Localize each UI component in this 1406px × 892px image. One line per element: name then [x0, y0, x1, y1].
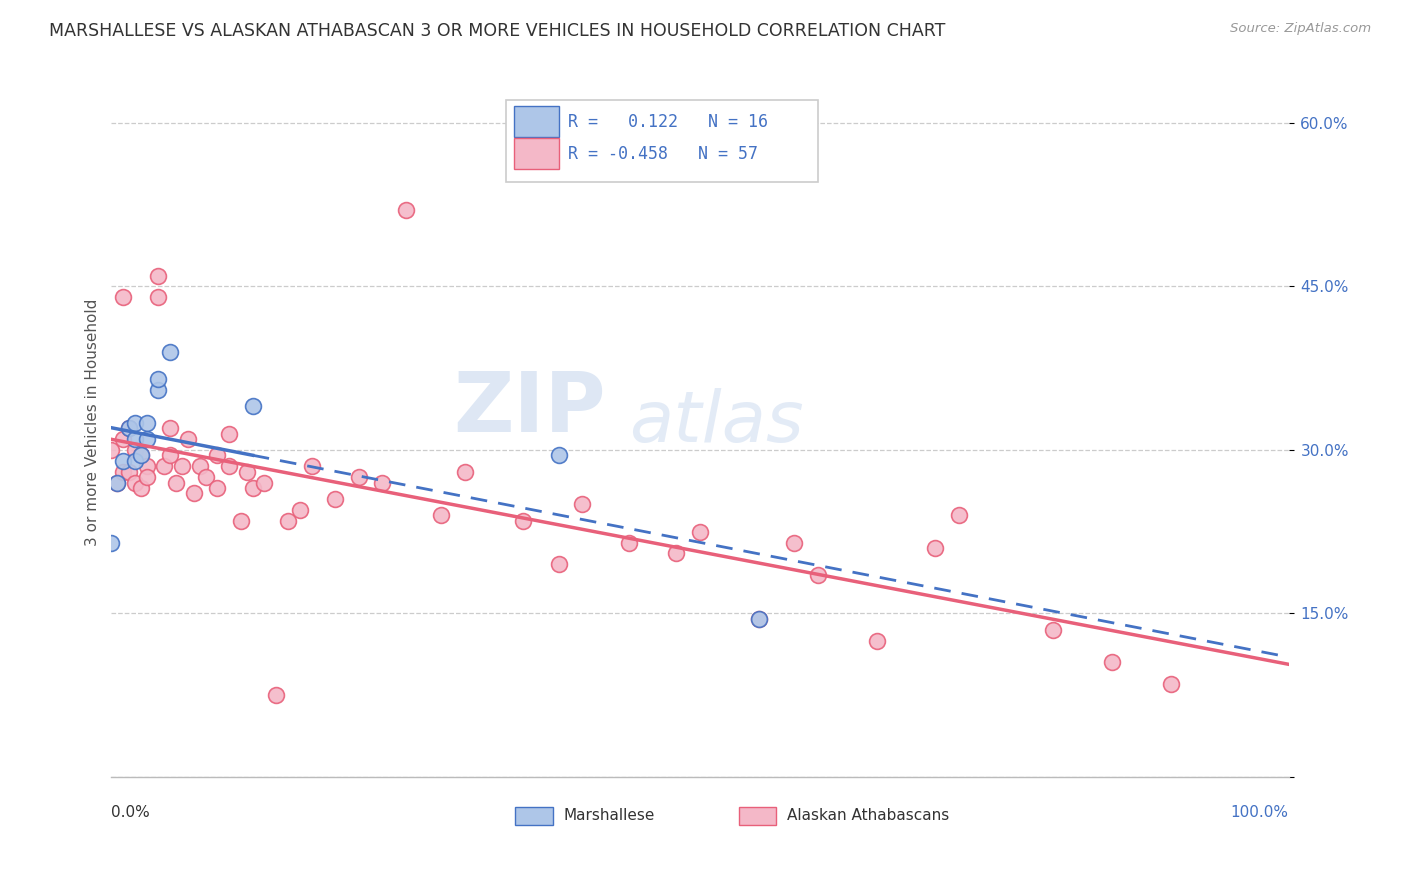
Point — [347, 470, 370, 484]
Point — [236, 465, 259, 479]
FancyBboxPatch shape — [506, 101, 818, 182]
Point — [218, 426, 240, 441]
Point — [207, 481, 229, 495]
Point — [129, 448, 152, 462]
Point — [153, 459, 176, 474]
Point — [100, 442, 122, 457]
Point — [807, 568, 830, 582]
Text: Alaskan Athabascans: Alaskan Athabascans — [787, 808, 949, 823]
Point — [242, 399, 264, 413]
Point — [124, 432, 146, 446]
Point — [371, 475, 394, 490]
Point — [188, 459, 211, 474]
Point — [571, 497, 593, 511]
Point — [124, 454, 146, 468]
Point — [118, 421, 141, 435]
Point — [118, 421, 141, 435]
Point — [105, 475, 128, 490]
Point — [135, 416, 157, 430]
Point — [323, 491, 346, 506]
Point — [748, 612, 770, 626]
Point — [748, 612, 770, 626]
Point — [112, 465, 135, 479]
Point — [177, 432, 200, 446]
Point — [148, 268, 170, 283]
Point — [148, 372, 170, 386]
Point — [135, 470, 157, 484]
Point — [395, 203, 418, 218]
Point — [924, 541, 946, 555]
Point — [229, 514, 252, 528]
Point — [288, 503, 311, 517]
Point — [148, 383, 170, 397]
Point — [277, 514, 299, 528]
Point — [689, 524, 711, 539]
Point — [159, 421, 181, 435]
Point — [159, 448, 181, 462]
Point — [1160, 677, 1182, 691]
Point — [148, 290, 170, 304]
FancyBboxPatch shape — [515, 138, 558, 169]
Point — [105, 475, 128, 490]
Point — [183, 486, 205, 500]
Point — [129, 448, 152, 462]
Point — [124, 475, 146, 490]
Point — [135, 432, 157, 446]
Point — [253, 475, 276, 490]
Point — [135, 459, 157, 474]
Point — [165, 475, 187, 490]
Point — [512, 514, 534, 528]
Point — [124, 442, 146, 457]
Text: MARSHALLESE VS ALASKAN ATHABASCAN 3 OR MORE VEHICLES IN HOUSEHOLD CORRELATION CH: MARSHALLESE VS ALASKAN ATHABASCAN 3 OR M… — [49, 22, 946, 40]
Point — [218, 459, 240, 474]
Point — [547, 558, 569, 572]
Text: 0.0%: 0.0% — [111, 805, 150, 820]
FancyBboxPatch shape — [515, 106, 558, 137]
Point — [783, 535, 806, 549]
Point — [665, 546, 688, 560]
FancyBboxPatch shape — [738, 806, 776, 825]
Point — [100, 535, 122, 549]
FancyBboxPatch shape — [515, 806, 553, 825]
Point — [301, 459, 323, 474]
Point — [170, 459, 193, 474]
Point — [430, 508, 453, 523]
Point — [207, 448, 229, 462]
Text: atlas: atlas — [630, 388, 804, 457]
Point — [112, 290, 135, 304]
Point — [1042, 623, 1064, 637]
Text: ZIP: ZIP — [453, 368, 606, 449]
Point — [194, 470, 217, 484]
Point — [264, 688, 287, 702]
Text: Source: ZipAtlas.com: Source: ZipAtlas.com — [1230, 22, 1371, 36]
Point — [118, 465, 141, 479]
Text: 100.0%: 100.0% — [1230, 805, 1288, 820]
Text: R =   0.122   N = 16: R = 0.122 N = 16 — [568, 112, 768, 130]
Point — [124, 416, 146, 430]
Point — [112, 432, 135, 446]
Y-axis label: 3 or more Vehicles in Household: 3 or more Vehicles in Household — [86, 299, 100, 546]
Point — [242, 481, 264, 495]
Text: Marshallese: Marshallese — [564, 808, 655, 823]
Text: R = -0.458   N = 57: R = -0.458 N = 57 — [568, 145, 758, 162]
Point — [948, 508, 970, 523]
Point — [1101, 656, 1123, 670]
Point — [865, 633, 887, 648]
Point — [619, 535, 641, 549]
Point — [129, 481, 152, 495]
Point — [112, 454, 135, 468]
Point — [159, 344, 181, 359]
Point — [453, 465, 475, 479]
Point — [547, 448, 569, 462]
